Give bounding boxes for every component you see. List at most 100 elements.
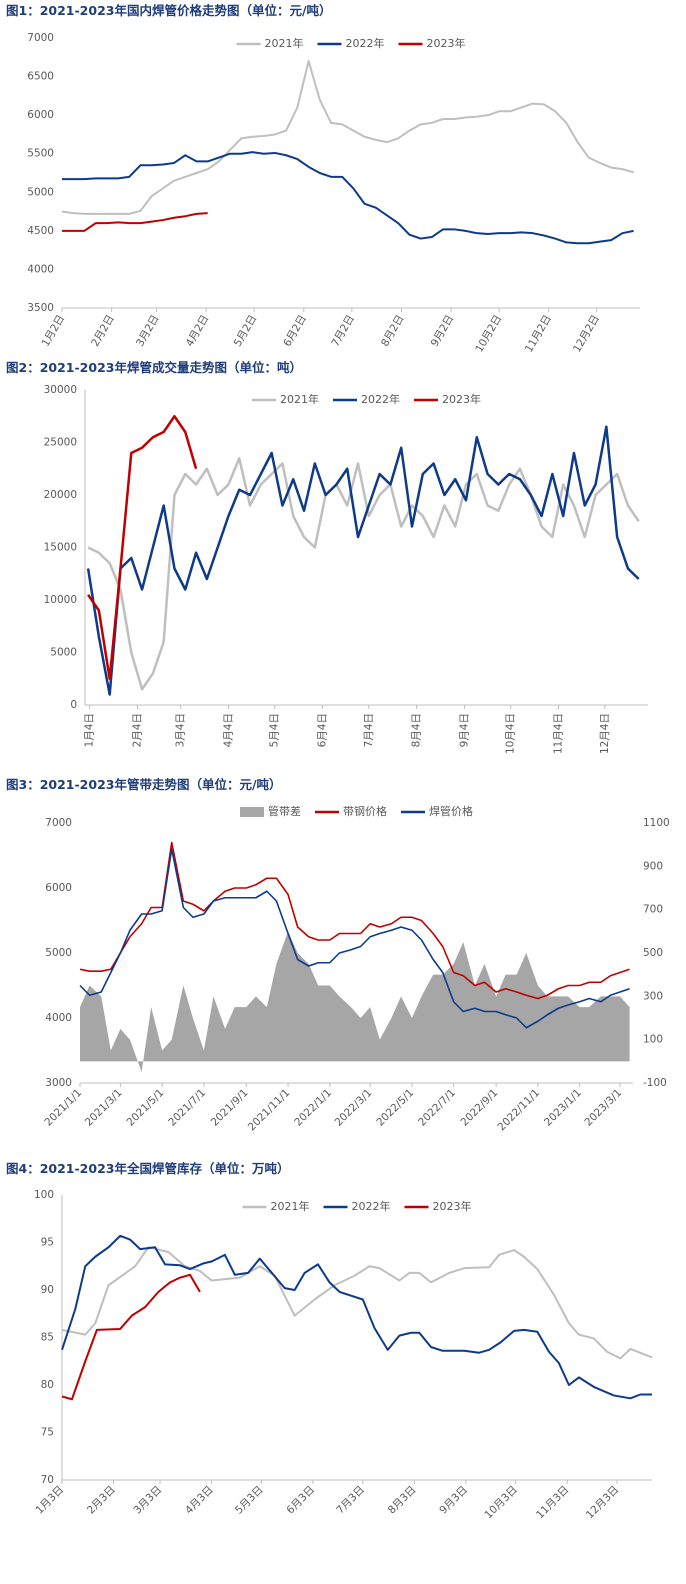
x-tick-label: 2月3日 (85, 1484, 118, 1517)
legend-label: 2023年 (433, 1199, 472, 1213)
x-tick-label: 12月2日 (571, 313, 602, 355)
y-tick-label: 3000 (45, 1077, 72, 1089)
line (61, 1246, 653, 1360)
chart: 图2：2021-2023年焊管成交量走势图（单位：吨） 0 5000 10000 150… (6, 360, 648, 754)
x-tick-label: 2021/5/1 (125, 1087, 167, 1129)
y2-tick-label: 1100 (643, 817, 670, 829)
y-tick-label: 7000 (27, 32, 54, 44)
y-tick-label: 75 (41, 1427, 54, 1439)
legend-item: 2021年 (236, 36, 304, 50)
legend-item: 2022年 (333, 392, 400, 406)
legend-item: 2023年 (398, 36, 466, 50)
x-tick-label: 1月2日 (40, 313, 68, 349)
x-tick-label: 1月3日 (33, 1484, 66, 1517)
legend-label: 管带差 (268, 804, 301, 818)
line (79, 841, 630, 1000)
x-tick-label: 3月4日 (175, 713, 187, 747)
y-tick-label: 5500 (27, 148, 54, 160)
legend-label: 2023年 (442, 392, 481, 406)
x-tick-label: 11月2日 (523, 313, 554, 355)
y-tick-label: 6000 (27, 109, 54, 121)
x-tick-label: 9月2日 (429, 313, 457, 349)
y-tick-label: 100 (34, 1189, 54, 1201)
y2-tick-label: 500 (643, 947, 663, 959)
y-tick-label: 90 (41, 1284, 54, 1296)
legend-item: 2022年 (323, 1199, 391, 1213)
legend-item: 2021年 (242, 1199, 310, 1213)
x-tick-label: 2022/9/1 (459, 1087, 501, 1129)
legend-label: 2022年 (361, 392, 400, 406)
y2-tick-label: 100 (643, 1034, 663, 1046)
x-tick-label: 2022/3/1 (333, 1087, 375, 1129)
x-tick-label: 10月4日 (505, 713, 517, 754)
area (80, 931, 630, 1073)
x-tick-label: 2023/1/1 (542, 1087, 584, 1129)
x-tick-label: 2021/7/1 (166, 1087, 208, 1129)
legend-label: 2021年 (280, 392, 319, 406)
x-tick-label: 6月2日 (281, 313, 309, 349)
chart-title: 图2：2021-2023年焊管成交量走势图（单位：吨） (6, 360, 302, 375)
line (62, 151, 634, 245)
legend-label: 2021年 (271, 1199, 310, 1213)
legend-item: 带钢价格 (315, 804, 387, 818)
x-tick-label: 2022/1/1 (292, 1087, 334, 1129)
y-tick-label: 30000 (44, 384, 77, 396)
legend-label: 2022年 (346, 36, 385, 50)
legend-label: 2022年 (352, 1199, 391, 1213)
y-tick-label: 80 (41, 1379, 54, 1391)
chart-title: 图1：2021-2023年国内焊管价格走势图（单位：元/吨） (6, 3, 332, 18)
y-tick-label: 3500 (27, 302, 54, 314)
line (61, 1273, 201, 1401)
x-tick-label: 9月3日 (437, 1484, 470, 1517)
x-tick-label: 8月3日 (386, 1484, 419, 1517)
line (87, 457, 640, 691)
y-tick-label: 15000 (44, 542, 77, 554)
legend-label: 2021年 (265, 36, 304, 50)
legend-label: 带钢价格 (343, 804, 387, 818)
chart: 图1：2021-2023年国内焊管价格走势图（单位：元/吨） 3500 4000 45… (6, 3, 640, 355)
line (87, 415, 198, 680)
y-tick-label: 6500 (27, 71, 54, 83)
x-tick-label: 6月4日 (317, 713, 329, 747)
x-tick-label: 2023/3/1 (582, 1087, 624, 1129)
x-tick-label: 5月2日 (232, 313, 260, 349)
legend-item: 管带差 (240, 804, 301, 818)
x-tick-label: 11月4日 (553, 713, 565, 754)
chart-title: 图3：2021-2023年管带走势图（单位：元/吨） (6, 777, 282, 792)
line (86, 425, 640, 696)
y-tick-label: 85 (41, 1332, 54, 1344)
x-tick-label: 2月2日 (89, 313, 117, 349)
y-tick-label: 95 (41, 1237, 54, 1249)
x-tick-label: 4月2日 (184, 313, 212, 349)
y2-tick-label: -100 (643, 1077, 667, 1089)
y-tick-label: 4000 (45, 1012, 72, 1024)
legend-label: 焊管价格 (429, 804, 473, 818)
line (61, 60, 634, 215)
line (62, 212, 208, 232)
x-tick-label: 8月2日 (379, 313, 407, 349)
x-tick-label: 10月3日 (482, 1484, 520, 1522)
y2-tick-label: 300 (643, 990, 663, 1002)
x-tick-label: 2022/5/1 (374, 1087, 416, 1129)
x-tick-label: 7月2日 (329, 313, 357, 349)
y-tick-label: 5000 (45, 947, 72, 959)
line (61, 1234, 652, 1400)
y-tick-label: 5000 (27, 186, 54, 198)
chart-title: 图4：2021-2023年全国焊管库存（单位：万吨） (6, 1161, 289, 1176)
legend-item: 2023年 (414, 392, 481, 406)
y-tick-label: 5000 (50, 647, 77, 659)
x-tick-label: 4月4日 (222, 713, 234, 747)
x-tick-label: 4月3日 (183, 1484, 216, 1517)
x-tick-label: 11月3日 (534, 1484, 572, 1522)
x-tick-label: 2021/11/1 (246, 1087, 293, 1134)
y-tick-label: 4000 (27, 263, 54, 275)
x-tick-label: 2022/11/1 (496, 1087, 543, 1134)
x-tick-label: 8月4日 (411, 713, 423, 747)
x-tick-label: 2021/1/1 (42, 1087, 84, 1129)
x-tick-label: 7月4日 (363, 713, 375, 747)
y-tick-label: 4500 (27, 225, 54, 237)
chart: 图3：2021-2023年管带走势图（单位：元/吨） 3000 4000 5000 60… (6, 777, 670, 1133)
y-tick-label: 70 (41, 1474, 54, 1486)
y-tick-label: 0 (70, 699, 77, 711)
x-tick-label: 5月4日 (269, 713, 281, 747)
